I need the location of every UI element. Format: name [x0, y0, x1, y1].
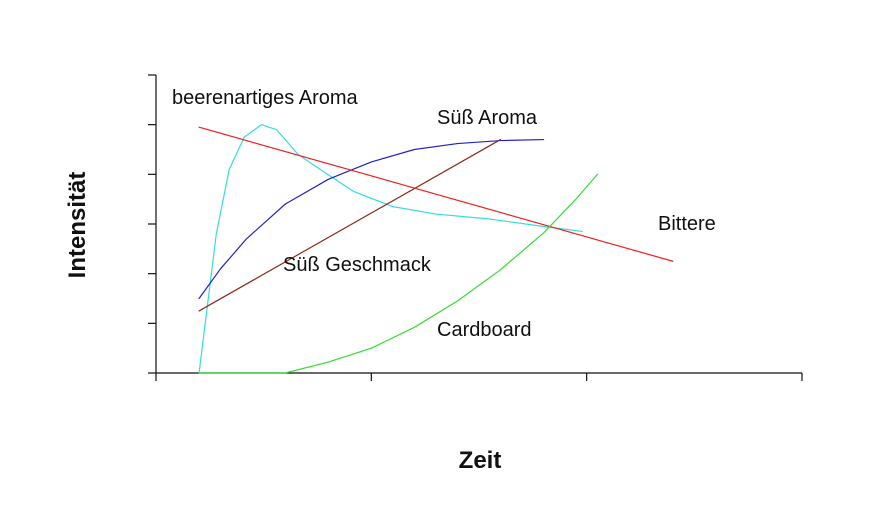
series-label-suess-aroma: Süß Aroma — [437, 107, 538, 129]
series-line-suess-aroma — [198, 138, 545, 300]
series-line-bittere — [198, 126, 674, 262]
labels: beerenartiges Aroma Süß Aroma Süß Geschm… — [64, 87, 716, 474]
series-line-beerenartiges-aroma — [198, 124, 583, 374]
series-lines — [198, 124, 674, 374]
series-label-beerenartiges-aroma: beerenartiges Aroma — [172, 87, 359, 109]
x-axis-title: Zeit — [459, 447, 502, 474]
series-line-suess-geschmack — [198, 138, 502, 312]
series-label-cardboard: Cardboard — [437, 319, 532, 341]
series-line-cardboard — [198, 173, 599, 374]
y-axis-title: Intensität — [64, 172, 91, 279]
series-label-suess-geschmack: Süß Geschmack — [283, 254, 432, 276]
series-label-bittere: Bittere — [658, 213, 716, 235]
